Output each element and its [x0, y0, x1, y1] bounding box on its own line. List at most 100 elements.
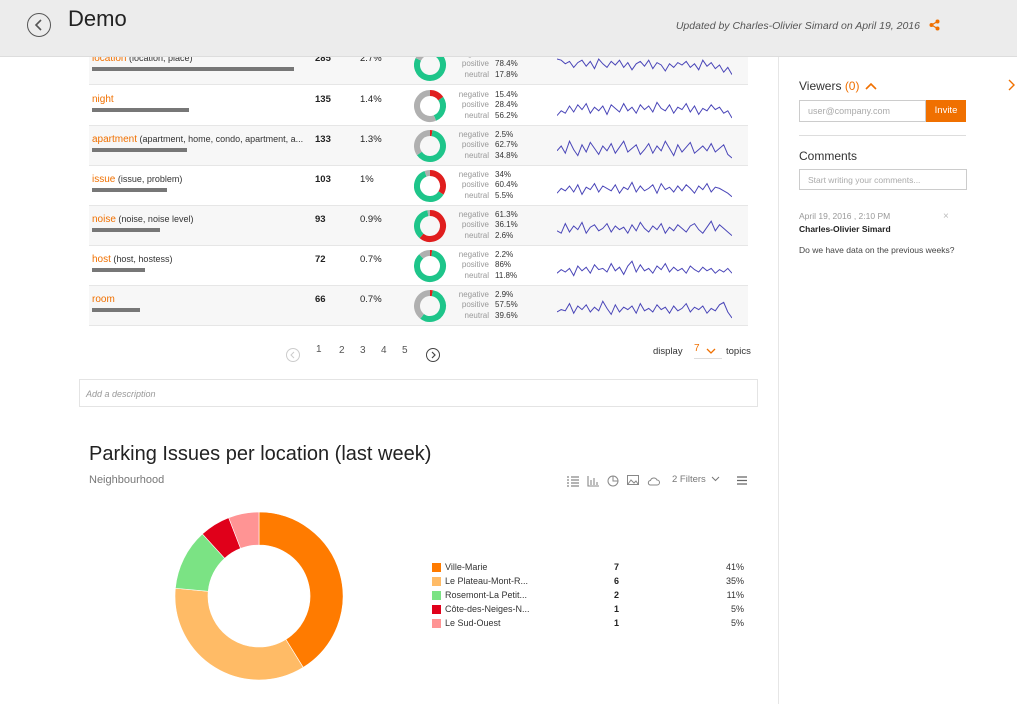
topic-percent: 2.7%	[360, 57, 382, 64]
chevron-right-icon	[431, 351, 436, 359]
display-count-value: 7	[694, 343, 700, 354]
display-count-select[interactable]: 7	[694, 343, 722, 359]
prev-page-button[interactable]	[286, 348, 300, 362]
topic-keyword: issue (issue, problem)	[92, 174, 182, 185]
negative-value: 61.3%	[495, 210, 518, 219]
topic-synonyms: (host, hostess)	[113, 254, 173, 264]
page-1-link[interactable]: 1	[316, 344, 322, 355]
negative-label: negative	[458, 250, 489, 259]
table-row[interactable]: night 135 1.4% negative 15.4% positive 28.4% n…	[89, 86, 748, 126]
back-button[interactable]	[27, 13, 51, 37]
trend-sparkline	[557, 260, 732, 277]
email-input[interactable]: user@company.com	[799, 100, 926, 122]
bar-chart-icon[interactable]	[587, 476, 599, 487]
chevron-left-icon	[34, 19, 42, 31]
topic-name[interactable]: host	[92, 254, 111, 265]
page-5-link[interactable]: 5	[402, 345, 408, 356]
cloud-icon[interactable]	[647, 476, 660, 486]
table-row[interactable]: apartment (apartment, home, condo, apart…	[89, 126, 748, 166]
sentiment-breakdown: negative 3.8% positive 78.4% neutral 17.8%	[447, 57, 518, 80]
comment-date: April 19, 2016 , 2:10 PM	[799, 211, 891, 221]
topic-name[interactable]: issue	[92, 174, 116, 185]
positive-label: positive	[461, 260, 489, 270]
legend-percent: 11%	[726, 590, 744, 600]
topic-name[interactable]: night	[92, 94, 114, 105]
hamburger-menu-icon[interactable]	[737, 476, 747, 485]
positive-value: 28.4%	[495, 100, 518, 110]
close-icon[interactable]: ×	[943, 211, 949, 222]
sentiment-donut-segment	[414, 90, 437, 122]
sentiment-donut-segment	[433, 96, 446, 121]
topic-name[interactable]: room	[92, 294, 115, 305]
trend-sparkline	[557, 139, 732, 159]
viewers-label: Viewers	[799, 79, 842, 93]
pie-slice-1[interactable]	[174, 587, 304, 681]
display-label: display	[653, 346, 683, 357]
share-icon[interactable]	[929, 19, 940, 31]
legend-percent: 35%	[725, 576, 744, 586]
negative-value: 34%	[495, 170, 512, 179]
page-4-link[interactable]: 4	[381, 345, 387, 356]
table-row[interactable]: noise (noise, noise level) 93 0.9% negative…	[89, 206, 748, 246]
topic-count: 133	[315, 134, 331, 145]
topic-name[interactable]: apartment	[92, 134, 138, 145]
pie-chart-icon[interactable]	[607, 475, 619, 487]
next-page-button[interactable]	[426, 348, 440, 362]
topic-count: 93	[315, 214, 326, 225]
table-row[interactable]: room 66 0.7% negative 2.9% positive 57.5% neut…	[89, 286, 748, 326]
negative-label: negative	[458, 90, 489, 99]
sentiment-donut-segment	[414, 290, 431, 319]
sentiment-donut-segment	[420, 290, 446, 322]
comment-input[interactable]: Start writing your comments...	[799, 169, 967, 190]
page-2-link[interactable]: 2	[339, 345, 345, 356]
legend-percent: 5%	[730, 604, 744, 614]
legend-label: Rosemont-La Petit...	[445, 590, 528, 600]
neutral-label: neutral	[464, 310, 489, 320]
topic-keyword: noise (noise, noise level)	[92, 214, 193, 225]
chevron-up-icon	[865, 82, 877, 90]
topic-synonyms: (apartment, home, condo, apartment, a...	[139, 134, 304, 144]
positive-label: positive	[461, 59, 489, 69]
topic-name[interactable]: noise	[92, 214, 116, 225]
page-title: Demo	[68, 6, 127, 31]
topic-percent: 0.7%	[360, 294, 382, 305]
sentiment-donut-segment	[414, 57, 446, 81]
chart-title: Parking Issues per location (last week)	[89, 443, 432, 465]
filters-label: 2 Filters	[672, 474, 706, 485]
donut-chart	[174, 511, 344, 681]
negative-value: 2.2%	[495, 250, 514, 259]
topic-percent: 1%	[360, 174, 374, 185]
sentiment-donut-segment	[419, 210, 446, 242]
pie-slice-4[interactable]	[228, 511, 260, 549]
legend-swatch	[432, 577, 441, 586]
topic-frequency-bar	[92, 67, 294, 71]
positive-label: positive	[461, 220, 489, 230]
viewers-heading[interactable]: Viewers (0)	[799, 79, 877, 93]
legend-value: 2	[614, 590, 620, 600]
topic-frequency-bar	[92, 268, 145, 272]
table-row[interactable]: host (host, hostess) 72 0.7% negative 2.2% po…	[89, 246, 748, 286]
pie-slice-0[interactable]	[258, 511, 344, 668]
table-view-icon[interactable]	[567, 476, 579, 487]
description-input[interactable]: Add a description	[79, 379, 758, 407]
sentiment-donut-segment	[416, 130, 446, 162]
sentiment-breakdown: negative 34% positive 60.4% neutral 5.5%	[447, 170, 518, 201]
filters-dropdown[interactable]: 2 Filters	[672, 474, 720, 485]
table-row[interactable]: issue (issue, problem) 103 1% negative 34% po…	[89, 166, 748, 206]
neutral-value: 11.8%	[495, 270, 518, 280]
topic-count: 72	[315, 254, 326, 265]
image-icon[interactable]	[627, 475, 639, 486]
chevron-down-icon	[706, 348, 716, 354]
table-row[interactable]: location (location, place) 285 2.7% negativ…	[89, 57, 748, 85]
topic-keyword: apartment (apartment, home, condo, apart…	[92, 134, 303, 145]
invite-button[interactable]: Invite	[926, 100, 966, 122]
sentiment-breakdown: negative 2.5% positive 62.7% neutral 34.8%	[447, 130, 518, 161]
legend-swatch	[432, 619, 441, 628]
positive-label: positive	[461, 100, 489, 110]
sentiment-donut-segment	[424, 170, 431, 177]
page-3-link[interactable]: 3	[360, 345, 366, 356]
positive-label: positive	[461, 140, 489, 150]
topic-name[interactable]: location	[92, 57, 127, 64]
chevron-right-icon[interactable]	[1007, 79, 1015, 91]
chart-subtitle: Neighbourhood	[89, 474, 165, 486]
